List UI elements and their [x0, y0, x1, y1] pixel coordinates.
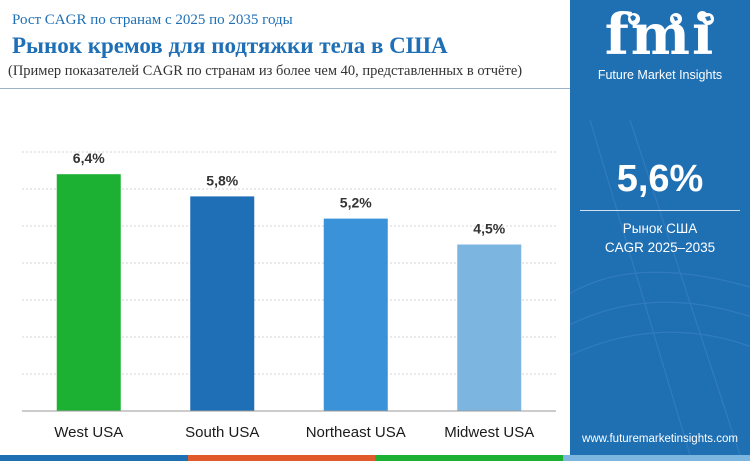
bottom-bar-segment	[0, 455, 188, 461]
bar-south-usa	[190, 196, 255, 411]
category-label: Midwest USA	[444, 424, 534, 441]
fmi-logo-wordmark: fmi	[605, 8, 716, 60]
chart-category-labels: West USA South USA Northeast USA Midwest US…	[54, 424, 534, 441]
bar-northeast-usa	[323, 218, 388, 411]
header-divider	[0, 88, 570, 89]
bottom-bar-segment	[562, 455, 750, 461]
bottom-bar-segment	[375, 455, 563, 461]
category-label: West USA	[54, 424, 123, 441]
bar-west-usa	[56, 174, 121, 411]
bar-value-label: 6,4%	[73, 150, 105, 166]
bottom-bar-segment	[187, 455, 375, 461]
chart-bars	[56, 174, 522, 411]
logo-subtitle: Future Market Insights	[597, 68, 723, 82]
headline-cagr-value: 5,6%	[616, 158, 704, 200]
bar-value-label: 4,5%	[473, 221, 505, 237]
chart-subtitle: Рост CAGR по странам с 2025 по 2035 годы	[12, 12, 293, 28]
bar-value-label: 5,2%	[340, 195, 372, 211]
value-label-line1: Рынок США	[622, 221, 698, 236]
website-link[interactable]: www.futuremarketinsights.com	[582, 433, 738, 445]
sidebar-panel: fmi Future Market Insights 5,6% Рынок СШ…	[570, 0, 750, 455]
bar-value-label: 5,8%	[206, 172, 238, 188]
bottom-color-bar	[0, 455, 750, 461]
chart-panel: Рост CAGR по странам с 2025 по 2035 годы…	[0, 12, 570, 441]
fmi-logo: fmi	[605, 8, 716, 60]
value-divider	[580, 210, 740, 211]
chart-note: (Пример показателей CAGR по странам из б…	[8, 63, 523, 79]
value-label-line2: CAGR 2025–2035	[604, 240, 716, 255]
bar-midwest-usa	[457, 244, 522, 411]
category-label: Northeast USA	[306, 424, 406, 441]
category-label: South USA	[185, 424, 259, 441]
sidebar-decoration	[570, 119, 750, 455]
bar-chart: 6,4% 5,8% 5,2% 4,5% West USA South USA Northe…	[22, 150, 556, 441]
chart-title: Рынок кремов для подтяжки тела в США	[12, 33, 448, 58]
headline-cagr-label: Рынок США CAGR 2025–2035	[570, 219, 750, 257]
chart-value-labels: 6,4% 5,8% 5,2% 4,5%	[73, 150, 506, 236]
